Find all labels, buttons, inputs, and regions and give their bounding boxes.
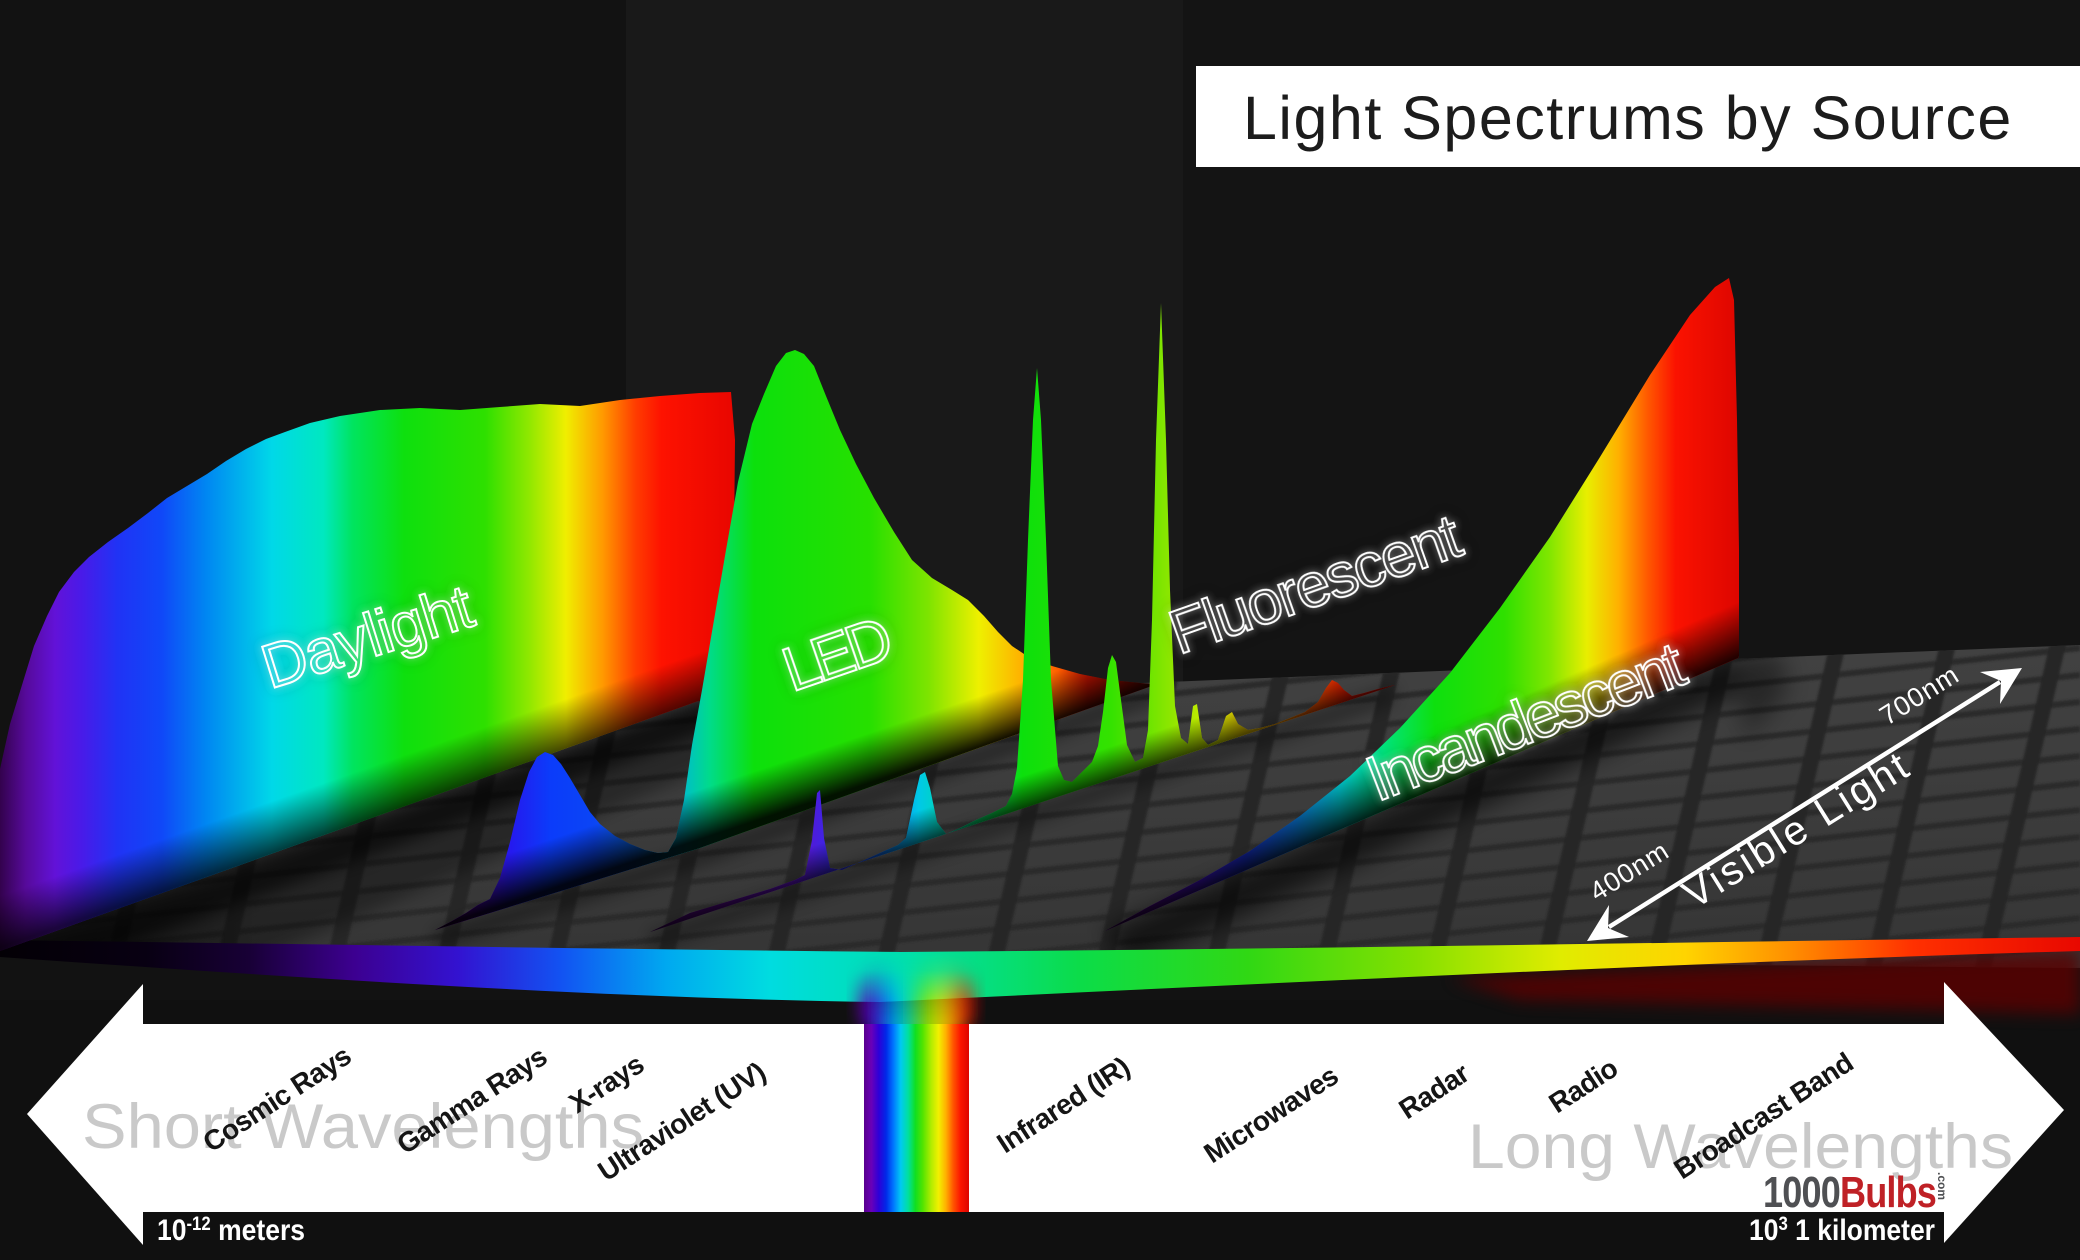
svg-text:Long Wavelengths: Long Wavelengths xyxy=(1468,1112,2013,1182)
svg-text:1000Bulbs: 1000Bulbs xyxy=(1763,1168,1936,1217)
svg-text:Light Spectrums by Source: Light Spectrums by Source xyxy=(1243,84,2013,152)
svg-text:10-12 meters: 10-12 meters xyxy=(157,1214,305,1248)
svg-text:Short Wavelengths: Short Wavelengths xyxy=(82,1092,644,1162)
svg-text:103 1 kilometer: 103 1 kilometer xyxy=(1749,1214,1935,1248)
svg-text:.com: .com xyxy=(1935,1172,1949,1200)
